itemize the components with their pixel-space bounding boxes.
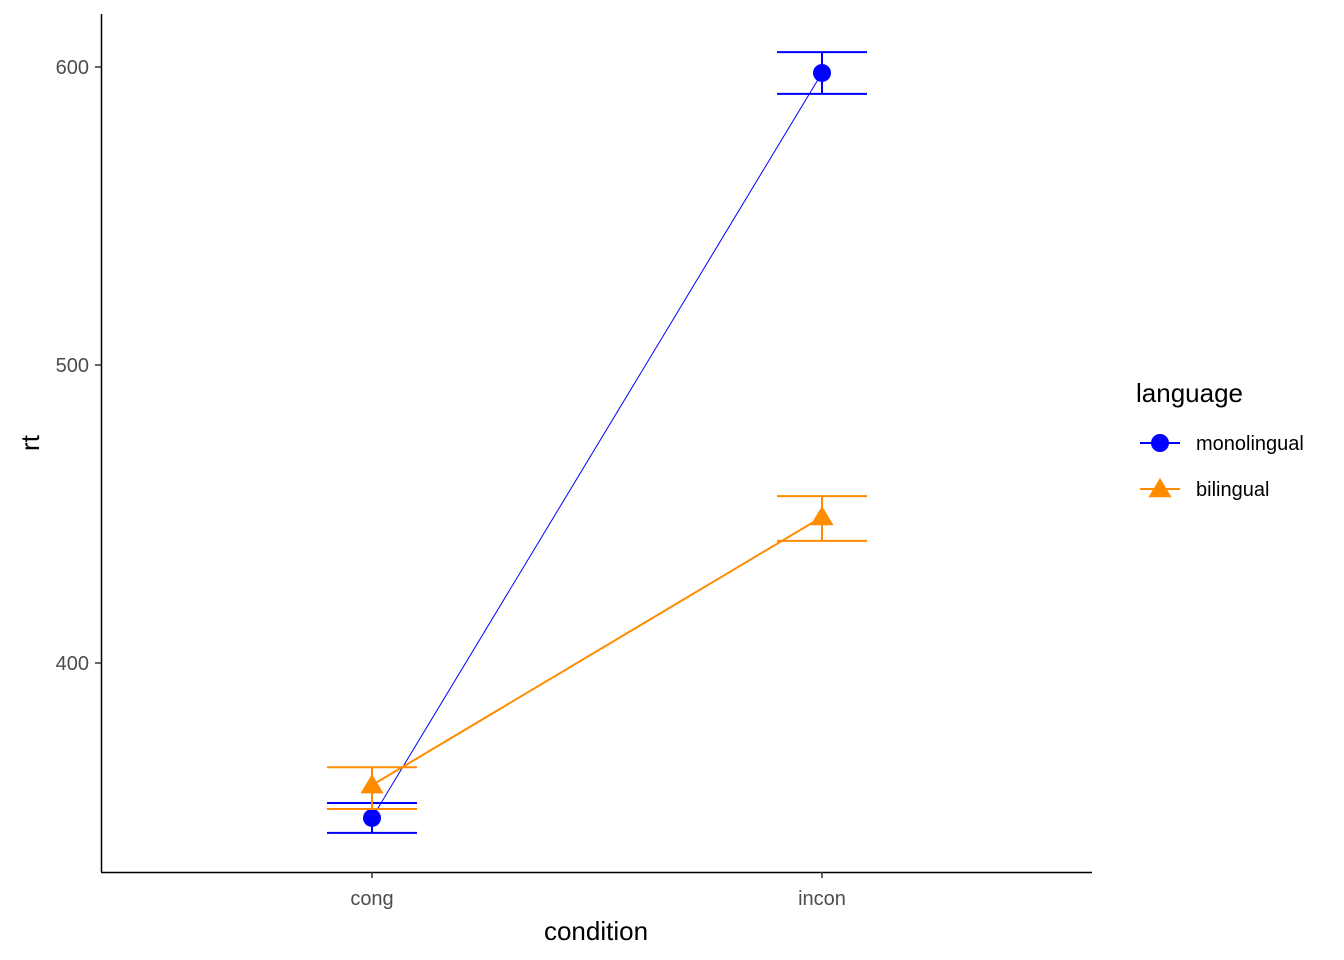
legend-key-marker <box>1151 434 1169 452</box>
x-axis-ticks: cong incon <box>350 872 846 910</box>
y-tick-label: 400 <box>56 653 89 675</box>
y-tick-label: 600 <box>56 57 89 79</box>
legend-label: monolingual <box>1196 433 1304 455</box>
legend-item: monolingual <box>1140 433 1304 455</box>
series-monolingual <box>327 51 867 834</box>
series-line <box>371 72 823 819</box>
series-bilingual <box>327 495 867 811</box>
data-point <box>360 774 384 794</box>
plot-area <box>327 51 867 834</box>
legend: language monolingual bilingual <box>1136 378 1304 501</box>
y-axis-title: rt <box>15 434 45 451</box>
legend-label: bilingual <box>1196 479 1269 501</box>
series-line <box>371 516 823 787</box>
legend-key-marker <box>1148 478 1172 498</box>
x-axis-title: condition <box>544 916 648 946</box>
y-axis-ticks: 400 500 600 <box>56 57 101 675</box>
x-tick-label: cong <box>350 888 393 910</box>
y-tick-label: 500 <box>56 355 89 377</box>
data-point <box>813 63 831 82</box>
legend-item: bilingual <box>1140 478 1269 501</box>
x-tick-label: incon <box>798 888 846 910</box>
legend-items: monolingual bilingual <box>1140 433 1304 501</box>
data-point <box>363 808 381 827</box>
legend-title: language <box>1136 378 1243 408</box>
data-point <box>810 505 834 526</box>
